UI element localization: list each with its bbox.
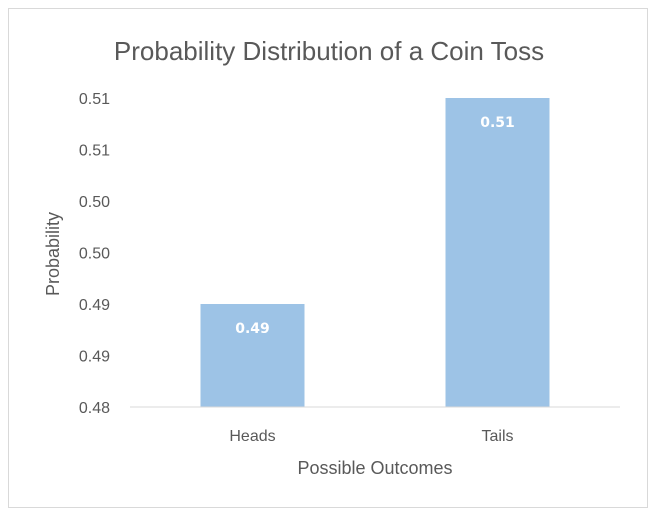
y-axis-title: Probability: [43, 212, 63, 296]
x-tick-label-tails: Tails: [481, 428, 513, 445]
x-tick-label-heads: Heads: [229, 428, 275, 445]
y-tick-label: 0.50: [79, 194, 110, 211]
y-tick-label: 0.48: [79, 400, 110, 417]
bar-heads: [200, 304, 305, 407]
data-labels: 0.49 0.51: [235, 115, 515, 337]
y-tick-label: 0.51: [79, 143, 110, 160]
y-tick-label: 0.50: [79, 246, 110, 263]
x-axis-title: Possible Outcomes: [297, 458, 452, 478]
data-label-heads: 0.49: [235, 321, 270, 337]
bar-tails: [445, 98, 550, 407]
y-tick-label: 0.49: [79, 297, 110, 314]
data-label-tails: 0.51: [480, 115, 515, 131]
chart-title: Probability Distribution of a Coin Toss: [114, 36, 544, 66]
y-axis-ticks: 0.48 0.49 0.49 0.50 0.50 0.51 0.51: [79, 91, 110, 417]
y-tick-label: 0.49: [79, 349, 110, 366]
y-tick-label: 0.51: [79, 91, 110, 108]
x-axis-ticks: Heads Tails: [229, 428, 513, 445]
bars: [200, 98, 550, 407]
